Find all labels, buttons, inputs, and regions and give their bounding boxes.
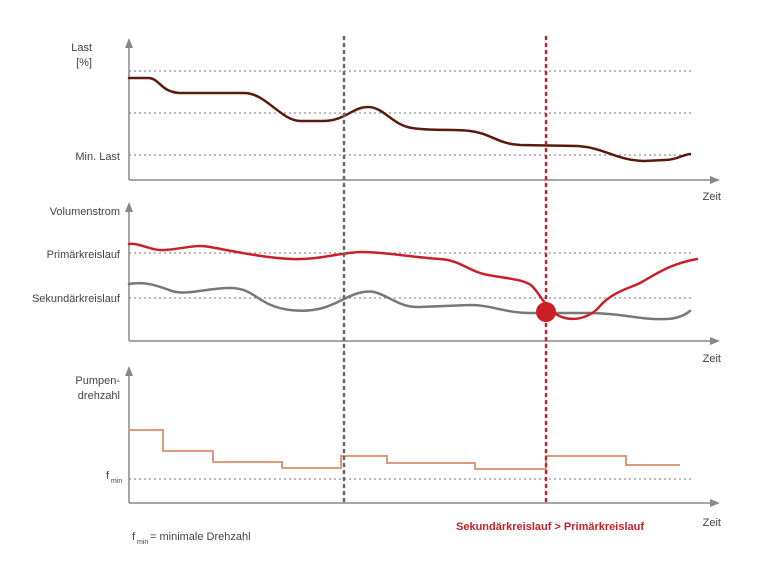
panel-load: Last [%] Min. Last Zeit: [71, 38, 721, 203]
footnote-symbol: f: [132, 531, 136, 543]
panel-flow: Volumenstrom Primärkreislauf Sekundärkre…: [32, 202, 721, 365]
load-x-label: Zeit: [703, 191, 721, 203]
panel-pump: Pumpen- drehzahl f min Zeit: [75, 366, 721, 529]
flow-axis-label: Volumenstrom: [50, 206, 120, 218]
pump-axis-label-line2: drehzahl: [78, 390, 120, 402]
fmin-label-subscript: min: [111, 478, 122, 485]
footnote-text: = minimale Drehzahl: [150, 531, 251, 543]
pump-axis-label-line1: Pumpen-: [75, 375, 120, 387]
flow-x-label: Zeit: [703, 353, 721, 365]
load-y-arrow-icon: [125, 38, 133, 48]
min-load-label: Min. Last: [75, 151, 120, 163]
pump-y-arrow-icon: [125, 366, 133, 376]
flow-y-arrow-icon: [125, 202, 133, 212]
pump-x-label: Zeit: [703, 517, 721, 529]
load-x-arrow-icon: [710, 176, 720, 184]
secondary-flow-label: Sekundärkreislauf: [32, 293, 121, 305]
load-axis-label-line2: [%]: [76, 57, 92, 69]
primary-flow-curve: [127, 242, 699, 321]
flow-x-arrow-icon: [710, 337, 720, 345]
fmin-label: f: [106, 470, 110, 482]
load-curve: [127, 76, 692, 163]
load-axis-label-line1: Last: [71, 42, 92, 54]
secondary-flow-curve: [127, 281, 692, 321]
primary-flow-label: Primärkreislauf: [47, 249, 121, 261]
pump-x-arrow-icon: [710, 499, 720, 507]
pump-speed-step-line: [129, 429, 680, 470]
footnote-subscript: min: [137, 539, 148, 546]
annotation-secondary-gt-primary: Sekundärkreislauf > Primärkreislauf: [456, 521, 644, 533]
